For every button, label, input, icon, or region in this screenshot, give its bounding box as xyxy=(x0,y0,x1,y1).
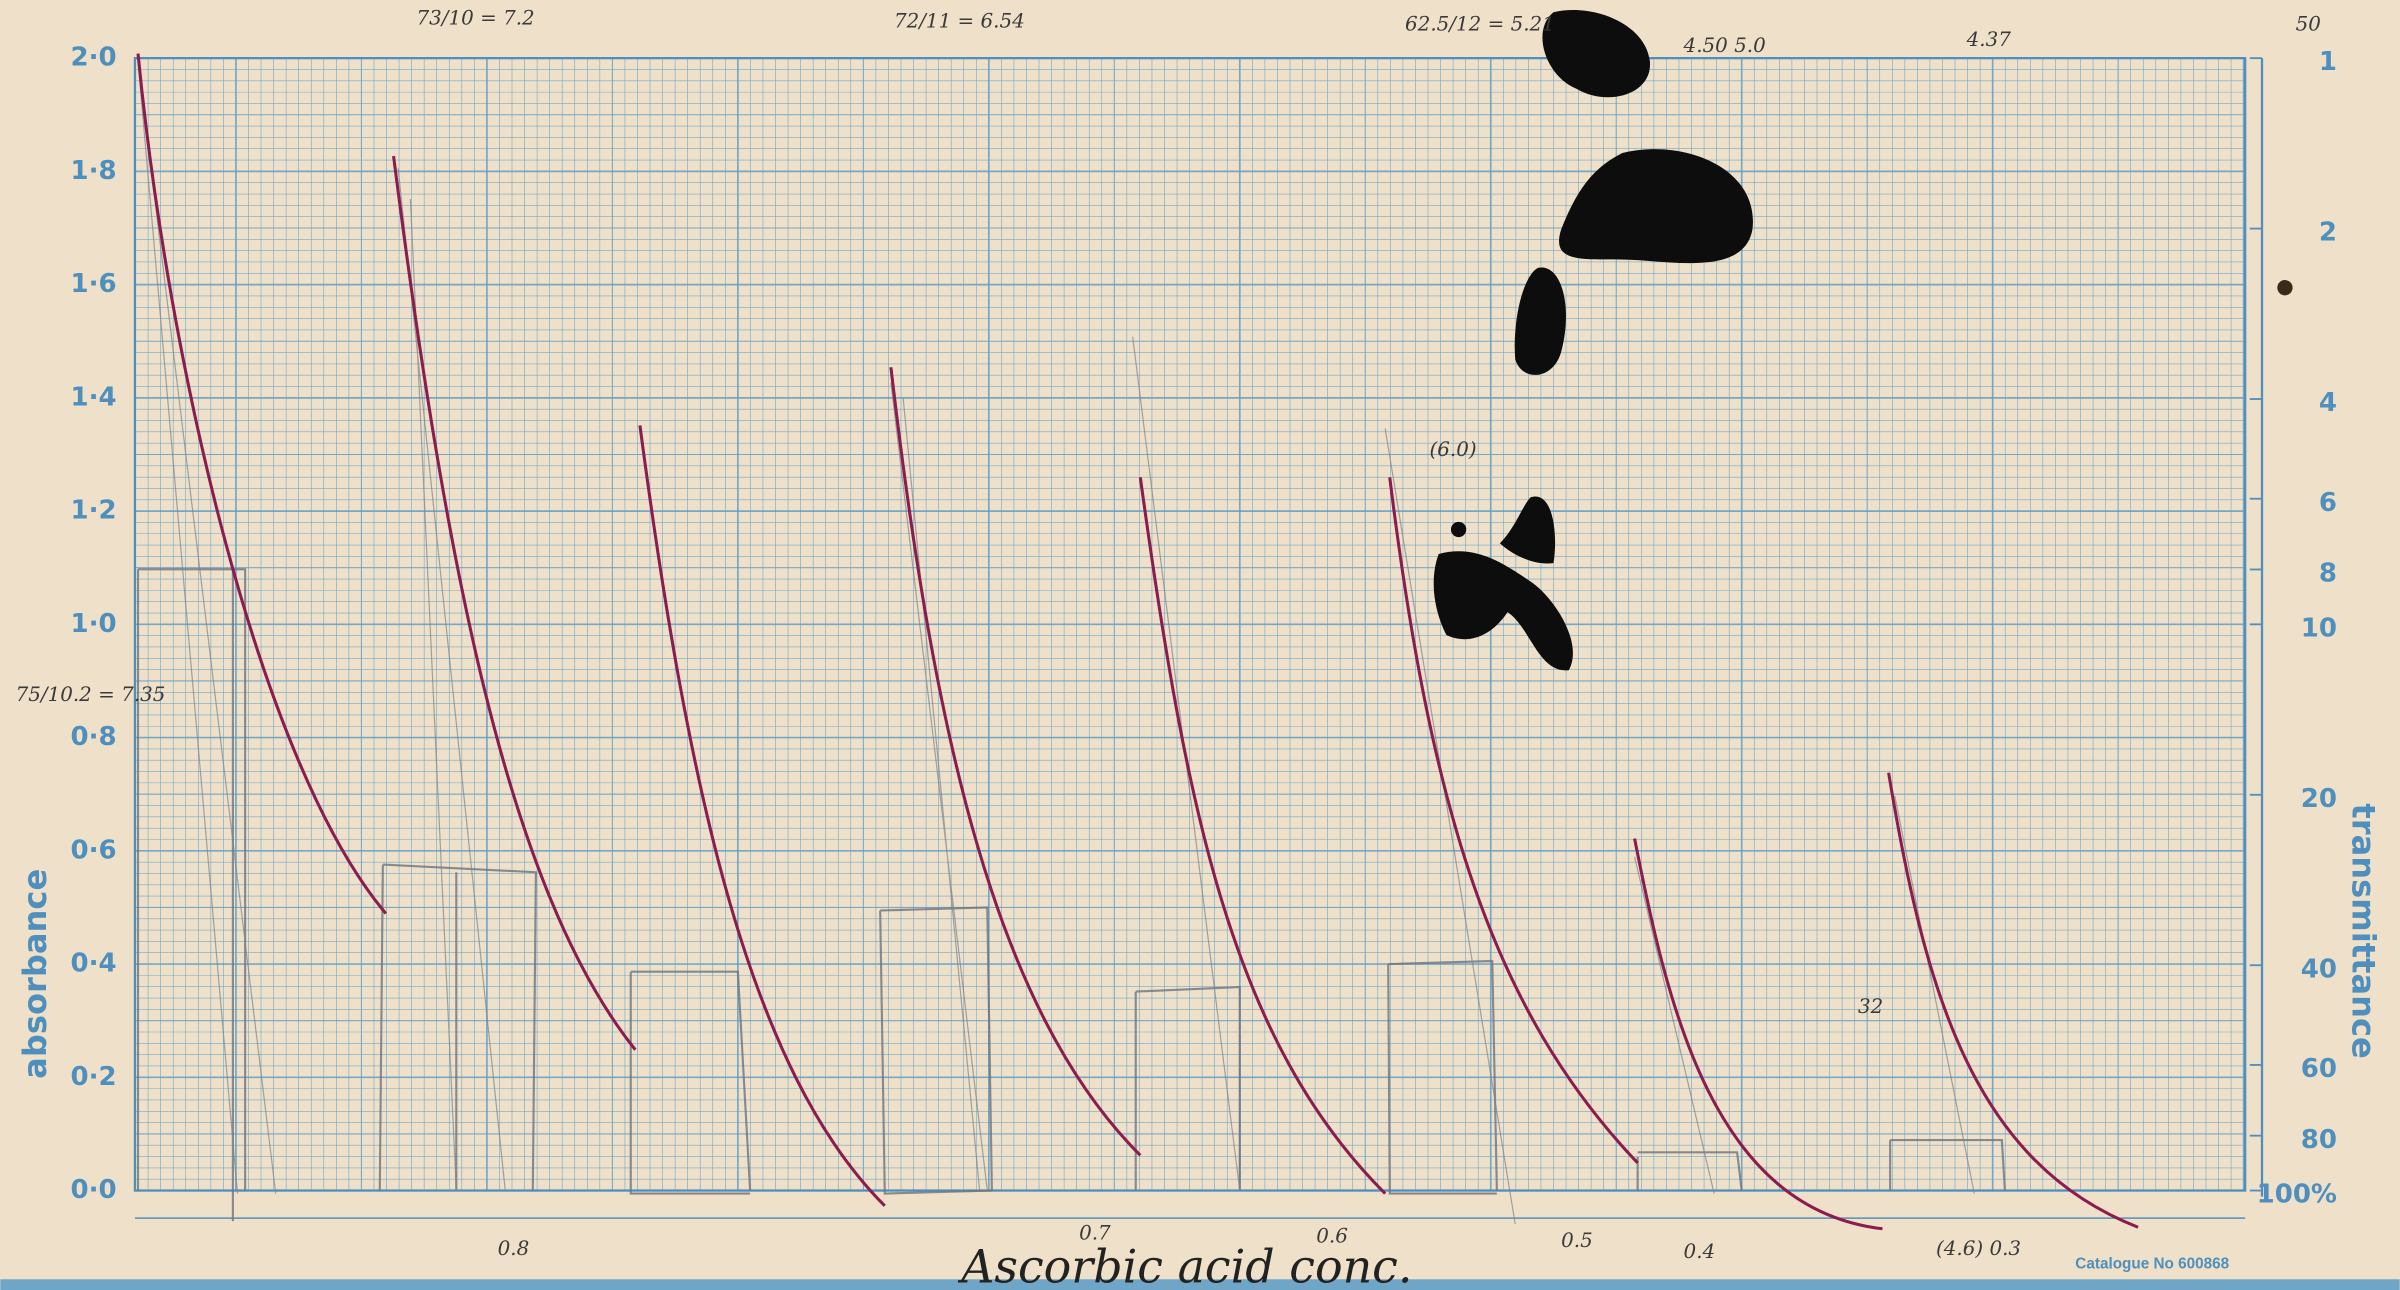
ink-blot xyxy=(1559,149,1753,264)
handwritten-note: 0.7 xyxy=(1079,1222,1111,1245)
decay-curve xyxy=(1887,772,2139,1229)
y-tick-label: 0·8 xyxy=(71,722,117,752)
catalogue-number: Catalogue No 600868 xyxy=(2075,1256,2229,1273)
ink-blots xyxy=(1433,10,2293,671)
handwritten-note: (4.6) 0.3 xyxy=(1936,1237,2021,1260)
y-tick-label: 1·4 xyxy=(71,382,117,412)
y-tick-label: 1·6 xyxy=(71,269,117,299)
y2-tick-label: 6 xyxy=(2319,488,2337,518)
ink-blot xyxy=(1514,267,1566,375)
labels: absorbance transmittance Catalogue No 60… xyxy=(16,6,2383,1290)
handwritten-note: 50 xyxy=(2296,13,2322,36)
y2-tick-label: 4 xyxy=(2319,388,2337,418)
ink-dot xyxy=(2277,280,2293,296)
handwritten-note: (6.0) xyxy=(1430,438,1477,461)
pencil-box xyxy=(378,863,537,1191)
handwritten-note: 73/10 = 7.2 xyxy=(417,6,535,29)
y2-tick-label: 60 xyxy=(2301,1054,2337,1084)
ink-dot xyxy=(1450,521,1467,538)
pencil-box xyxy=(1134,985,1241,1191)
y-tick-label: 0·0 xyxy=(71,1175,117,1205)
y-tick-label: 0·4 xyxy=(71,949,117,979)
decay-curve xyxy=(1138,477,1387,1195)
handwritten-note: 62.5/12 = 5.21 xyxy=(1405,13,1555,36)
edge-strip xyxy=(0,1279,2400,1290)
handwritten-note: 32 xyxy=(1858,995,1883,1018)
decay-curve xyxy=(136,53,388,915)
pencil-box xyxy=(136,568,247,1222)
handwritten-note: 0.8 xyxy=(498,1237,530,1260)
y2-tick-label: 20 xyxy=(2301,784,2337,814)
plot-frame xyxy=(133,57,2247,1192)
handwritten-note: 72/11 = 6.54 xyxy=(894,10,1025,33)
decay-curve xyxy=(1633,838,1883,1231)
handwritten-note: 4.50 5.0 xyxy=(1683,34,1767,57)
handwritten-note: 0.6 xyxy=(1316,1225,1348,1248)
y-tick-label: 0·2 xyxy=(71,1062,117,1092)
left-axis-label: absorbance xyxy=(16,869,54,1079)
handwritten-note: 0.4 xyxy=(1684,1240,1716,1263)
handwritten-note: 0.5 xyxy=(1561,1229,1593,1252)
y-tick-label: 0·6 xyxy=(71,835,117,865)
decay-curve xyxy=(392,155,637,1051)
y-tick-label: 1·8 xyxy=(71,156,117,186)
handwritten-note: 75/10.2 = 7.35 xyxy=(16,683,166,706)
y2-tick-label: 8 xyxy=(2319,559,2337,589)
y2-tick-label: 10 xyxy=(2301,613,2337,643)
ink-blot xyxy=(1542,10,1651,98)
y2-tick-label: 40 xyxy=(2301,954,2337,984)
decay-curve xyxy=(889,367,1142,1157)
pencil-box xyxy=(1889,1138,2006,1191)
y-tick-label: 1·0 xyxy=(71,609,117,639)
curves xyxy=(136,53,2139,1231)
y2-tick-label: 2 xyxy=(2319,218,2337,248)
grid xyxy=(134,57,2246,1192)
right-axis-label: transmittance xyxy=(2344,803,2382,1058)
ink-blot xyxy=(1499,496,1556,564)
y-tick-label: 1·2 xyxy=(71,496,117,526)
decay-curve xyxy=(638,425,886,1207)
y2-tick-label: 100% xyxy=(2257,1180,2337,1210)
y2-tick-label: 1 xyxy=(2319,47,2337,77)
y-tick-label: 2·0 xyxy=(71,43,117,73)
handwritten-title: Ascorbic acid conc. xyxy=(957,1239,1412,1290)
y2-tick-label: 80 xyxy=(2301,1125,2337,1155)
pencil-box xyxy=(879,906,993,1195)
pencil-box xyxy=(1387,959,1498,1195)
handwritten-note: 4.37 xyxy=(1966,28,2012,51)
ink-blot xyxy=(1433,551,1573,671)
decay-curve xyxy=(1388,477,1639,1165)
